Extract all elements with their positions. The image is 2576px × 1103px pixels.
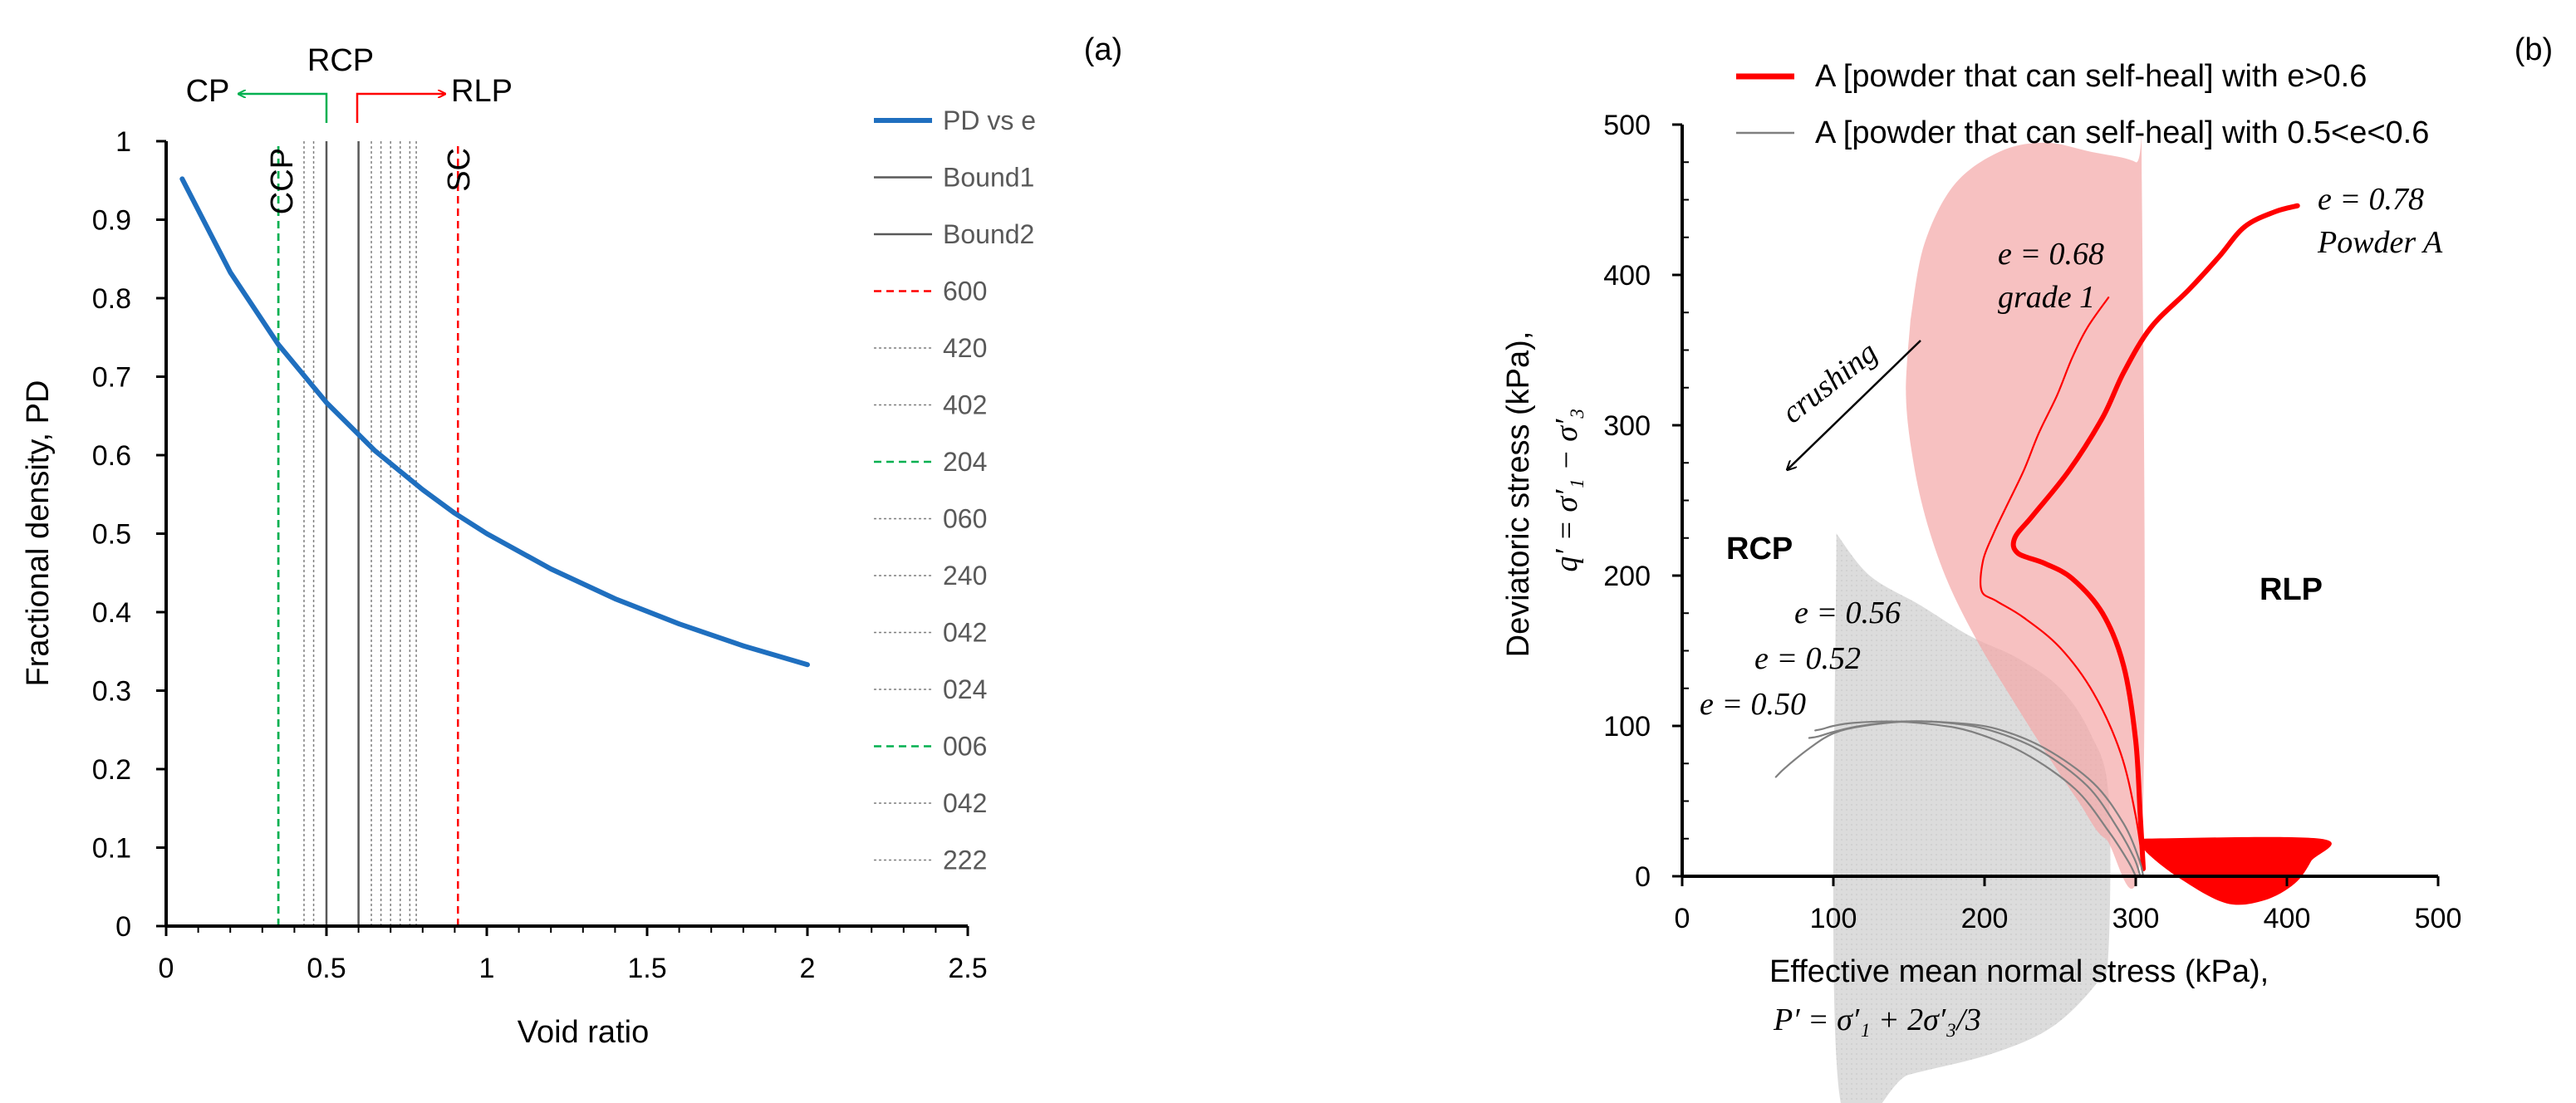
- x-tick-label: 0: [159, 953, 174, 984]
- y-tick-label: 0.2: [92, 754, 131, 786]
- y-tick-label: 0.9: [92, 205, 131, 237]
- stress-path-e-0-78: [2010, 203, 2300, 871]
- y-tick-label: 0.7: [92, 362, 131, 394]
- panel-a-y-axis-label: Fractional density, PD: [21, 380, 56, 687]
- panel-b-chart: (b) 0 100 200 300 400 500 0 100 200 300 400 500 Ef…: [1501, 32, 2553, 1103]
- legend-label-420: 420: [943, 333, 987, 363]
- legend-label-204: 204: [943, 447, 987, 477]
- panel-b-curves: [1774, 203, 2300, 878]
- y-tick-label: 0.8: [92, 283, 131, 315]
- legend-label-006: 006: [943, 732, 987, 762]
- panel-b-y-axis-equation: q′ = σ′₁ − σ′₃: [1549, 408, 1584, 571]
- annot-crushing: crushing: [1775, 335, 1884, 430]
- b-y-tick-label: 300: [1603, 410, 1651, 442]
- panel-b-y-ticks: 0 100 200 300 400 500: [1603, 110, 1689, 893]
- legend-label-pd-vs-e: PD vs e: [943, 105, 1036, 135]
- annot-e068: e = 0.68: [1998, 237, 2104, 272]
- b-x-tick-label: 300: [2112, 903, 2160, 934]
- stress-path-e-0-52: [1808, 720, 2142, 878]
- legend-label-222: 222: [943, 846, 987, 875]
- panel-a-curve-group: [179, 176, 810, 668]
- panel-a-x-ticks: 0 0.5 1 1.5 2 2.5: [159, 926, 988, 984]
- b-y-tick-label: 0: [1635, 861, 1651, 893]
- y-tick-label: 0.4: [92, 597, 131, 629]
- cp-arrow: [239, 94, 328, 123]
- panel-b-y-axis-label: Deviatoric stress (kPa),: [1501, 331, 1536, 658]
- panel-a-reference-lines: [277, 141, 459, 926]
- b-y-tick-label: 400: [1603, 260, 1651, 292]
- legend-label-600: 600: [943, 277, 987, 306]
- legend-label-042: 042: [943, 618, 987, 648]
- b-y-tick-label: 200: [1603, 561, 1651, 592]
- crushing-arrow: [1788, 340, 1921, 469]
- y-tick-label: 0.5: [92, 519, 131, 551]
- panel-a-chart: (a) 0 0.5 1 1.5 2 2.5 00.10.20.30.40.50.60.70…: [21, 32, 1122, 1050]
- annot-e056: e = 0.56: [1794, 596, 1901, 630]
- rlp-arrow: [356, 94, 444, 123]
- legend-label-red: A [powder that can self-heal] with e>0.6: [1815, 59, 2367, 94]
- b-y-tick-label: 100: [1603, 711, 1651, 743]
- b-x-tick-label: 400: [2264, 903, 2311, 934]
- legend-label-024: 024: [943, 674, 987, 704]
- panel-b-regions: [1833, 127, 2332, 1103]
- crushing-red-zone: [1906, 127, 2145, 890]
- legend-label-240: 240: [943, 561, 987, 591]
- annot-powder-a: Powder A: [2317, 225, 2443, 260]
- annot-rcp: RCP: [1726, 532, 1793, 566]
- rlp-red-lens: [2138, 836, 2332, 905]
- stress-path-e-0-50: [1814, 720, 2137, 878]
- panel-b-x-ticks: 0 100 200 300 400 500: [1675, 876, 2462, 934]
- x-tick-label: 1.5: [627, 953, 666, 984]
- annot-e078: e = 0.78: [2318, 182, 2424, 217]
- b-x-tick-label: 500: [2415, 903, 2462, 934]
- annot-grade1: grade 1: [1998, 280, 2095, 315]
- legend-label-gray: A [powder that can self-heal] with 0.5<e…: [1815, 115, 2429, 150]
- cp-top-label: CP: [186, 74, 230, 109]
- panel-a-x-axis-label: Void ratio: [518, 1015, 649, 1050]
- y-tick-label: 0.6: [92, 440, 131, 472]
- panel-a-label: (a): [1084, 32, 1122, 67]
- x-tick-label: 2.5: [948, 953, 987, 984]
- y-tick-label: 0: [115, 911, 131, 943]
- annot-rlp: RLP: [2260, 572, 2323, 607]
- y-tick-label: 1: [115, 126, 131, 158]
- legend-label-042: 042: [943, 788, 987, 818]
- ccp-line-label: CCP: [265, 148, 300, 214]
- legend-label-bound1: Bound1: [943, 163, 1034, 193]
- b-x-tick-label: 100: [1810, 903, 1857, 934]
- panel-a-y-ticks: 0 0.1 0.2 0.3 0.4 0.5 0.6 0.7 0.8 0.9 1: [92, 126, 166, 943]
- x-tick-label: 1: [479, 953, 495, 984]
- x-tick-label: 2: [800, 953, 816, 984]
- stress-path-e-0-68: [1980, 297, 2145, 870]
- y-tick-label: 0.1: [92, 833, 131, 865]
- rlp-top-label: RLP: [451, 74, 513, 109]
- legend-label-402: 402: [943, 390, 987, 420]
- legend-label-bound2: Bound2: [943, 219, 1034, 249]
- b-x-tick-label: 0: [1675, 903, 1690, 934]
- panel-b-label: (b): [2515, 32, 2553, 67]
- rcp-top-label: RCP: [307, 43, 374, 78]
- legend-label-060: 060: [943, 504, 987, 534]
- x-tick-label: 0.5: [307, 953, 346, 984]
- annot-e052: e = 0.52: [1754, 641, 1861, 676]
- panel-b-x-axis-label: Effective mean normal stress (kPa),: [1769, 954, 2269, 989]
- b-y-tick-label: 500: [1603, 110, 1651, 141]
- pd-vs-e-curve: [179, 176, 810, 668]
- panel-a-legend: PD vs e Bound1 Bound2 600 420 402 204 060 240 042…: [874, 105, 1036, 875]
- panel-b-x-axis-equation: P′ = σ′₁ + 2σ′₃/3: [1773, 1003, 1981, 1037]
- y-tick-label: 0.3: [92, 676, 131, 708]
- annot-e050: e = 0.50: [1700, 687, 1806, 722]
- b-x-tick-label: 200: [1961, 903, 2009, 934]
- sc-line-label: SC: [442, 148, 477, 192]
